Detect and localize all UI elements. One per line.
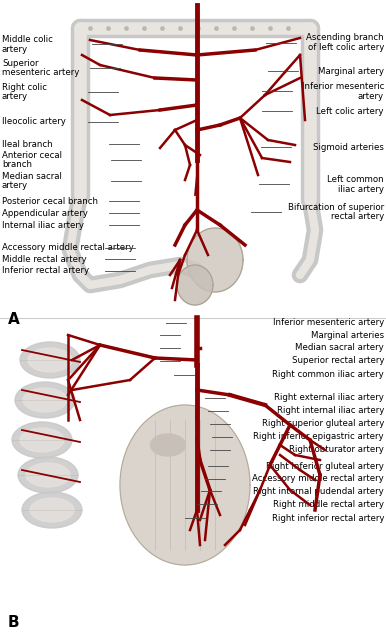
Ellipse shape bbox=[22, 492, 82, 528]
Text: Internal iliac artery: Internal iliac artery bbox=[2, 221, 84, 230]
Text: Right inferior epigastric artery: Right inferior epigastric artery bbox=[253, 432, 384, 441]
Text: Accessory middle rectal artery: Accessory middle rectal artery bbox=[2, 243, 134, 252]
Ellipse shape bbox=[30, 498, 74, 522]
Text: Inferior rectal artery: Inferior rectal artery bbox=[2, 266, 89, 275]
Text: Median sacral artery: Median sacral artery bbox=[295, 344, 384, 352]
Text: Ileocolic artery: Ileocolic artery bbox=[2, 117, 66, 126]
Ellipse shape bbox=[151, 434, 186, 456]
Polygon shape bbox=[187, 228, 243, 292]
Text: Sigmoid arteries: Sigmoid arteries bbox=[313, 143, 384, 152]
Text: Left colic artery: Left colic artery bbox=[317, 107, 384, 116]
Text: Bifurcation of superior
rectal artery: Bifurcation of superior rectal artery bbox=[288, 203, 384, 222]
Text: Inferior mesenteric artery: Inferior mesenteric artery bbox=[273, 318, 384, 327]
Text: Right colic
artery: Right colic artery bbox=[2, 83, 47, 102]
Text: Ascending branch
of left colic artery: Ascending branch of left colic artery bbox=[306, 33, 384, 52]
Text: Middle rectal artery: Middle rectal artery bbox=[2, 255, 86, 264]
Text: Posterior cecal branch: Posterior cecal branch bbox=[2, 197, 98, 206]
Ellipse shape bbox=[20, 428, 64, 452]
Text: Superior
mesenteric artery: Superior mesenteric artery bbox=[2, 58, 80, 77]
Polygon shape bbox=[120, 405, 250, 565]
Text: Anterior cecal
branch: Anterior cecal branch bbox=[2, 150, 62, 170]
Text: Right common iliac artery: Right common iliac artery bbox=[272, 370, 384, 379]
Text: Accessory middle rectal artery: Accessory middle rectal artery bbox=[252, 474, 384, 483]
Text: Left common
iliac artery: Left common iliac artery bbox=[327, 175, 384, 194]
Text: Right superior gluteal artery: Right superior gluteal artery bbox=[262, 419, 384, 428]
Text: A: A bbox=[8, 312, 20, 327]
Text: Right external iliac artery: Right external iliac artery bbox=[274, 393, 384, 402]
Ellipse shape bbox=[15, 382, 75, 418]
Text: Marginal arteries: Marginal arteries bbox=[311, 331, 384, 340]
Ellipse shape bbox=[28, 348, 72, 372]
Ellipse shape bbox=[23, 388, 67, 412]
Text: Ileal branch: Ileal branch bbox=[2, 140, 52, 149]
Text: Right middle rectal artery: Right middle rectal artery bbox=[273, 500, 384, 509]
Ellipse shape bbox=[18, 457, 78, 493]
Text: Right internal iliac artery: Right internal iliac artery bbox=[277, 406, 384, 415]
Text: Right inferior rectal artery: Right inferior rectal artery bbox=[271, 514, 384, 523]
Text: B: B bbox=[8, 615, 20, 630]
Ellipse shape bbox=[12, 422, 72, 458]
Text: Superior rectal artery: Superior rectal artery bbox=[291, 356, 384, 365]
Text: Right internal pudendal artery: Right internal pudendal artery bbox=[253, 487, 384, 496]
Text: Marginal artery: Marginal artery bbox=[318, 67, 384, 76]
Polygon shape bbox=[177, 265, 213, 305]
Text: Right inferior gluteal artery: Right inferior gluteal artery bbox=[266, 462, 384, 471]
Text: Middle colic
artery: Middle colic artery bbox=[2, 35, 53, 54]
Text: Right obturator artery: Right obturator artery bbox=[289, 445, 384, 454]
Text: Inferior mesenteric
artery: Inferior mesenteric artery bbox=[301, 82, 384, 101]
Text: Appendicular artery: Appendicular artery bbox=[2, 209, 88, 218]
Ellipse shape bbox=[26, 463, 70, 487]
Text: Median sacral
artery: Median sacral artery bbox=[2, 171, 62, 190]
Ellipse shape bbox=[20, 342, 80, 378]
